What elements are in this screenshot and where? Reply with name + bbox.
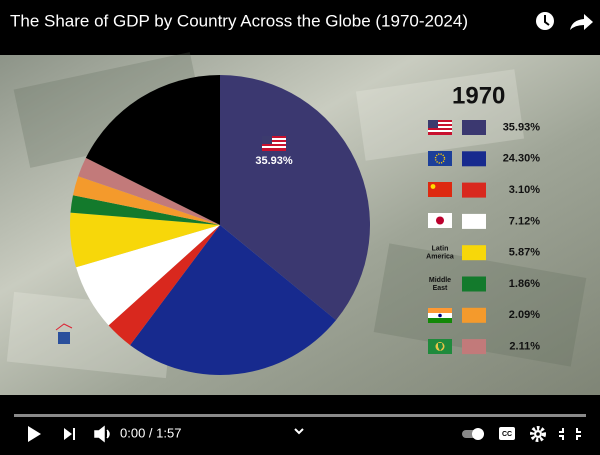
legend-value: 2.09% bbox=[509, 309, 540, 321]
autoplay-toggle[interactable] bbox=[462, 428, 484, 440]
pie-slice bbox=[85, 75, 220, 225]
pie-slice bbox=[130, 225, 336, 375]
pie-slice bbox=[78, 157, 220, 225]
pie-slice bbox=[108, 225, 220, 346]
legend-swatch bbox=[462, 151, 486, 167]
pie-chart: 35.93% bbox=[70, 75, 370, 375]
legend-value: 5.87% bbox=[509, 247, 540, 259]
legend-value: 3.10% bbox=[509, 184, 540, 196]
pie-slice bbox=[76, 225, 220, 326]
time-display: 0:00 / 1:57 bbox=[120, 425, 181, 440]
legend-value: 7.12% bbox=[509, 215, 540, 227]
legend-value: 1.86% bbox=[509, 278, 540, 290]
pie-slice bbox=[70, 195, 220, 225]
play-button[interactable] bbox=[28, 426, 41, 442]
pie-slice bbox=[70, 212, 220, 268]
legend-swatch bbox=[462, 120, 486, 135]
legend-flags bbox=[428, 120, 452, 354]
watch-later-icon[interactable] bbox=[536, 12, 554, 30]
legend-swatch bbox=[462, 245, 486, 261]
legend-category: Latin America bbox=[426, 246, 454, 261]
us-flag-on-slice bbox=[262, 136, 286, 151]
legend-swatch bbox=[462, 213, 486, 229]
legend-category: Middle East bbox=[429, 277, 451, 292]
legend-swatch bbox=[462, 182, 486, 198]
legend-value: 35.93% bbox=[503, 121, 541, 133]
legend-value: 2.11% bbox=[509, 341, 540, 353]
legend-value: 24.30% bbox=[503, 153, 541, 165]
pie-slice bbox=[72, 176, 220, 225]
volume-button[interactable] bbox=[94, 425, 110, 443]
watermark-logo bbox=[55, 323, 73, 344]
fullscreen-button[interactable] bbox=[559, 428, 581, 440]
legend-swatch bbox=[462, 307, 486, 323]
background-texture bbox=[6, 52, 587, 379]
next-button[interactable] bbox=[64, 428, 75, 440]
progress-bar[interactable] bbox=[14, 414, 586, 417]
share-icon[interactable] bbox=[570, 14, 593, 30]
legend-swatch bbox=[462, 339, 486, 355]
chapter-chevron[interactable] bbox=[294, 428, 304, 435]
legend-swatch bbox=[462, 276, 486, 292]
slice-label: 35.93% bbox=[255, 155, 293, 167]
pie-slice bbox=[220, 75, 370, 321]
legend: 35.93% 24.30% 3.10% 7.12% Latin America 5.87% M… bbox=[426, 120, 541, 355]
svg-text:CC: CC bbox=[502, 431, 512, 438]
video-title: The Share of GDP by Country Across the G… bbox=[10, 11, 468, 30]
settings-button[interactable] bbox=[530, 426, 546, 442]
captions-button[interactable]: CC bbox=[499, 427, 515, 440]
year-label: 1970 bbox=[452, 82, 505, 109]
